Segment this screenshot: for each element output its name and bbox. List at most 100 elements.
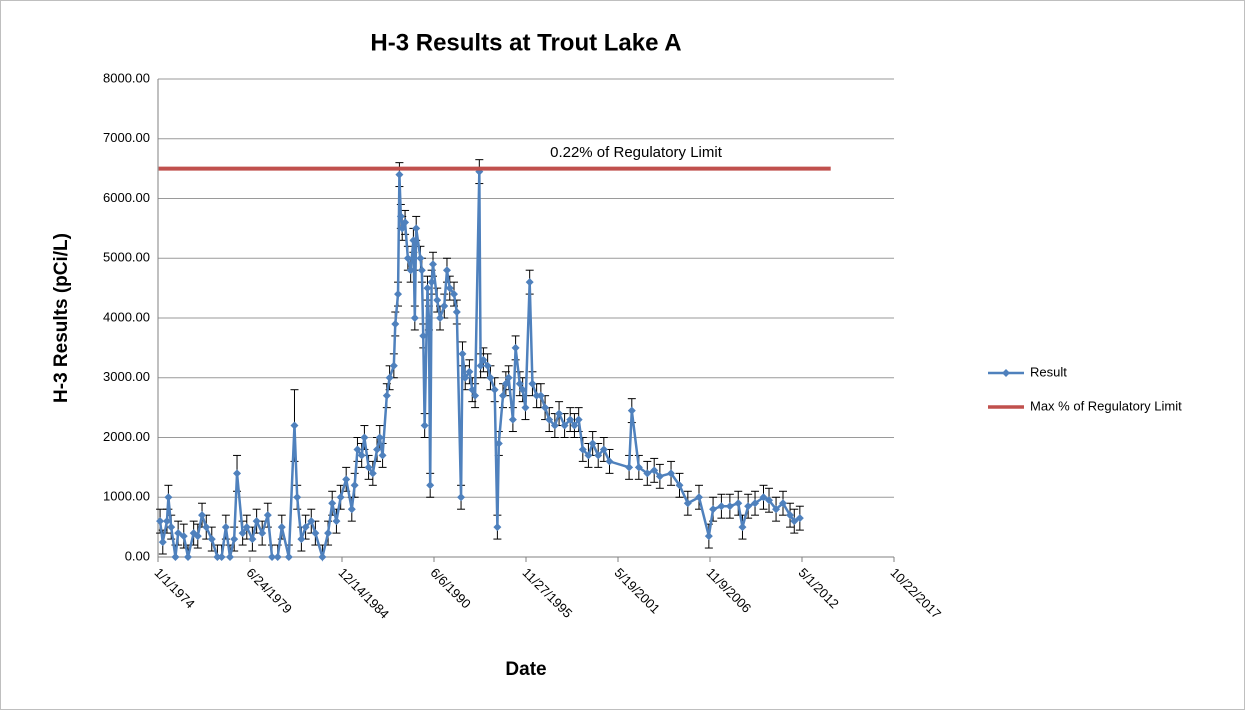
data-point <box>307 517 316 526</box>
data-point <box>511 343 520 352</box>
y-tick-label: 5000.00 <box>103 250 150 265</box>
x-axis-title: Date <box>505 659 546 680</box>
data-point <box>311 529 320 538</box>
data-point <box>461 373 470 382</box>
data-point <box>332 517 341 526</box>
data-point <box>751 499 760 508</box>
data-point <box>436 314 445 322</box>
data-point <box>490 385 499 394</box>
data-point <box>476 361 485 370</box>
data-point <box>578 445 587 454</box>
data-point <box>650 466 659 475</box>
data-point <box>324 529 333 538</box>
data-point <box>225 553 234 561</box>
data-point <box>423 284 432 293</box>
data-point <box>667 469 676 478</box>
data-point <box>515 379 524 388</box>
data-point <box>202 523 211 532</box>
data-point <box>213 553 222 561</box>
data-point <box>412 224 421 233</box>
data-point <box>156 517 165 526</box>
data-point <box>284 553 293 561</box>
data-point <box>385 373 394 382</box>
data-point <box>555 409 564 418</box>
data-point <box>277 523 286 532</box>
data-point <box>297 535 306 544</box>
data-point <box>342 475 351 484</box>
data-point <box>675 481 684 490</box>
data-point <box>566 415 575 424</box>
y-tick-label: 4000.00 <box>103 309 150 324</box>
data-point <box>560 421 569 430</box>
data-point <box>643 469 652 478</box>
data-point <box>479 355 488 364</box>
data-point <box>725 502 734 511</box>
data-point <box>588 439 597 448</box>
data-point <box>744 502 753 511</box>
data-point <box>574 415 583 424</box>
data-point <box>417 266 426 275</box>
data-point <box>391 319 400 328</box>
data-point <box>162 517 171 526</box>
data-point <box>409 236 418 245</box>
data-point <box>471 391 480 400</box>
data-point <box>594 451 603 460</box>
data-point <box>171 553 180 561</box>
data-point <box>360 433 369 442</box>
data-point <box>738 523 747 532</box>
data-point <box>427 278 436 287</box>
data-point <box>532 391 541 400</box>
data-point <box>541 403 550 412</box>
data-point <box>252 517 261 526</box>
data-point <box>457 493 466 502</box>
y-axis-title: H-3 Results (pCi/L) <box>51 233 72 403</box>
data-point <box>268 553 277 561</box>
data-point <box>336 493 345 502</box>
data-point <box>717 502 726 511</box>
data-point <box>193 532 202 541</box>
data-point <box>396 212 405 221</box>
legend-marker <box>1002 369 1010 377</box>
data-point <box>406 266 415 275</box>
data-point <box>709 505 718 514</box>
y-tick-label: 2000.00 <box>103 429 150 444</box>
y-tick-label: 6000.00 <box>103 190 150 205</box>
data-point <box>483 361 492 370</box>
data-point <box>452 308 461 317</box>
data-point <box>695 493 704 502</box>
data-point <box>779 499 788 508</box>
y-tick-label: 0.00 <box>125 548 150 563</box>
data-point <box>450 290 459 299</box>
data-point <box>508 415 517 424</box>
data-point <box>599 445 608 454</box>
data-point <box>426 481 435 490</box>
data-point <box>458 349 467 358</box>
data-point <box>493 523 502 532</box>
data-point <box>364 463 373 472</box>
data-point <box>401 218 410 227</box>
data-point <box>765 496 774 505</box>
data-point <box>258 529 267 538</box>
data-point <box>290 421 299 430</box>
y-tick-label: 3000.00 <box>103 369 150 384</box>
y-tick-label: 7000.00 <box>103 130 150 145</box>
data-point <box>634 463 643 472</box>
data-point <box>394 290 403 299</box>
data-point <box>521 403 530 412</box>
data-point <box>795 514 804 523</box>
data-point <box>786 511 795 520</box>
data-point <box>605 457 614 466</box>
data-point <box>790 517 799 526</box>
data-point <box>395 170 404 179</box>
data-point <box>242 523 251 532</box>
data-point <box>318 553 327 561</box>
data-point <box>207 535 216 544</box>
annotation: 0.22% of Regulatory Limit <box>550 144 723 161</box>
data-point <box>416 254 425 263</box>
data-point <box>759 493 768 502</box>
data-point <box>772 505 781 514</box>
data-point <box>293 493 302 502</box>
data-point <box>433 296 442 305</box>
data-point <box>501 379 510 388</box>
data-point <box>442 266 451 275</box>
